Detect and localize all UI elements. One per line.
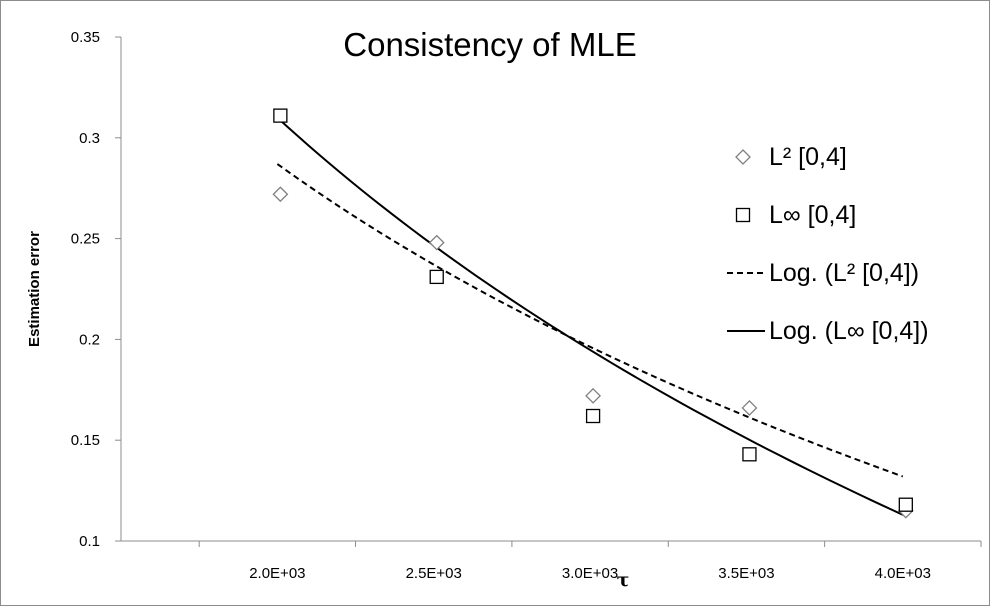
- data-point-linf: [742, 447, 757, 462]
- legend: L² [0,4] L∞ [0,4] Log. (L² [0,4]) Log. (L∞ …: [727, 143, 929, 345]
- x-tick-label: 3.0E+03: [562, 565, 618, 582]
- x-tick-label: 4.0E+03: [875, 565, 931, 582]
- x-axis-label: τ: [617, 569, 630, 591]
- data-markers: [272, 108, 914, 519]
- data-point-l2: [428, 234, 445, 251]
- trendline-linf: [276, 116, 904, 516]
- y-tick-label: 0.15: [71, 432, 100, 449]
- y-tick-label: 0.25: [71, 231, 100, 248]
- legend-marker: [735, 149, 751, 165]
- legend-marker: [735, 207, 751, 223]
- trendline-l2: [276, 163, 904, 478]
- x-ticks: 2.0E+03 2.5E+03 3.0E+03 3.5E+03 4.0E+03: [198, 541, 982, 582]
- data-point-l2: [741, 400, 758, 416]
- y-ticks: 0.1 0.15 0.2 0.25 0.3 0.35: [71, 29, 121, 550]
- legend-label: Log. (L² [0,4]): [769, 259, 919, 287]
- data-point-l2: [585, 387, 602, 404]
- axes: 0.1 0.15 0.2 0.25 0.3 0.35 2.0E+03 2.5E+03 3.0E…: [71, 29, 982, 582]
- data-point-linf: [429, 269, 444, 285]
- legend-label: L∞ [0,4]: [769, 201, 856, 229]
- y-tick-label: 0.1: [79, 533, 100, 550]
- x-tick-label: 2.5E+03: [406, 565, 462, 582]
- y-axis-label: Estimation error: [26, 231, 43, 347]
- y-tick-label: 0.35: [71, 29, 100, 46]
- legend-label: Log. (L∞ [0,4]): [769, 317, 929, 345]
- data-point-linf: [585, 408, 601, 424]
- y-tick-label: 0.3: [79, 130, 100, 147]
- data-point-linf: [273, 108, 288, 123]
- y-tick-label: 0.2: [79, 331, 100, 348]
- x-tick-label: 3.5E+03: [718, 565, 774, 582]
- data-point-linf: [898, 497, 913, 512]
- data-point-l2: [272, 186, 289, 203]
- legend-label: L² [0,4]: [769, 143, 847, 171]
- chart-title: Consistency of MLE: [343, 26, 636, 63]
- trendlines: [276, 116, 904, 516]
- x-tick-label: 2.0E+03: [249, 565, 305, 582]
